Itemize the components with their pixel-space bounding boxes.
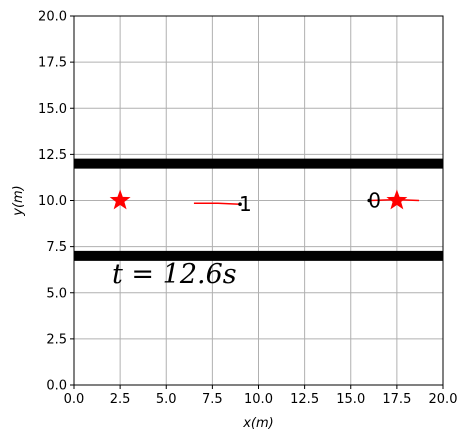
x-tick-label: 20.0 [429, 392, 458, 407]
agent-0-marker [367, 198, 372, 203]
x-tick-label: 17.5 [382, 392, 411, 407]
x-axis-label: x(m) [242, 416, 274, 431]
goal-star-1 [386, 189, 408, 210]
x-tick-label: 10.0 [244, 392, 273, 407]
x-tick-label: 15.0 [336, 392, 365, 407]
y-tick-label: 20.0 [38, 10, 67, 25]
y-tick-label: 7.5 [46, 240, 67, 255]
y-tick-label: 5.0 [46, 286, 67, 301]
agent-layer [238, 198, 372, 206]
agent-1-marker [238, 202, 242, 206]
x-tick-label: 7.5 [202, 392, 223, 407]
y-tick-label: 0.0 [46, 379, 67, 394]
goal-star-0 [109, 189, 131, 210]
label-layer: 01 [239, 189, 381, 217]
y-tick-label: 2.5 [46, 332, 67, 347]
x-tick-label: 5.0 [156, 392, 177, 407]
time-label: t = 12.6s [112, 259, 237, 290]
goal-layer [109, 189, 408, 210]
y-tick-label: 10.0 [38, 194, 67, 209]
x-tick-label: 12.5 [290, 392, 319, 407]
y-tick-label: 12.5 [38, 148, 67, 163]
x-tick-label: 2.5 [110, 392, 131, 407]
agent-0-label: 0 [368, 189, 381, 213]
y-tick-label: 17.5 [38, 56, 67, 71]
y-tick-label: 15.0 [38, 102, 67, 117]
y-axis-label: y(m) [11, 185, 26, 217]
agent-1-label: 1 [239, 192, 252, 216]
wall-layer [74, 158, 443, 261]
x-tick-label: 0.0 [64, 392, 85, 407]
agent-1-trail [193, 202, 241, 205]
tick-layer: 0.0 2.5 5.0 7.5 10.0 12.5 15.0 17.5 20.00.02.55.… [38, 10, 457, 408]
